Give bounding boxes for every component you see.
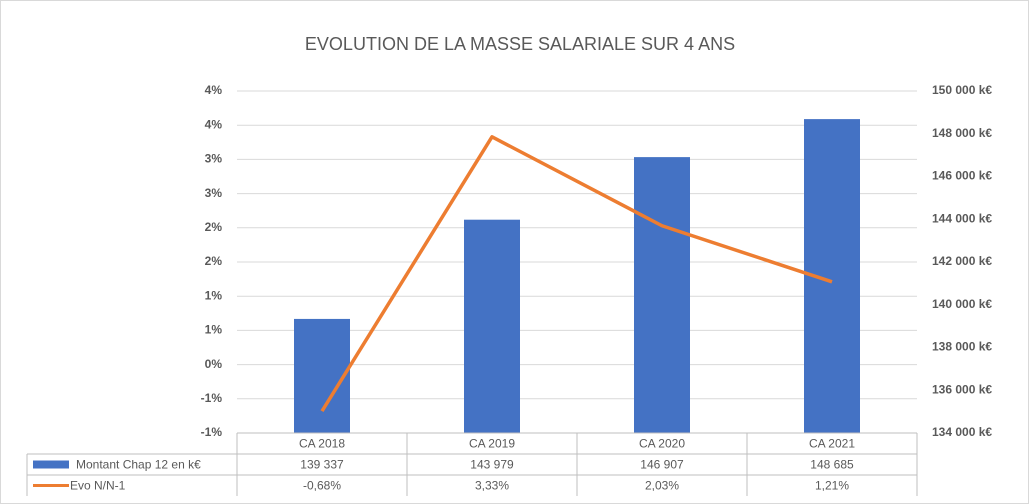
y2-tick-label: 144 000 k€ [932, 211, 992, 225]
y-tick-label: 1% [205, 323, 223, 337]
data-label: 143 979 [470, 458, 514, 472]
y-tick-label: 4% [205, 117, 223, 131]
y-tick-label: 2% [205, 220, 223, 234]
y-tick-label: 1% [205, 288, 223, 302]
y2-tick-label: 146 000 k€ [932, 169, 992, 183]
data-label: 146 907 [640, 458, 684, 472]
bar [294, 318, 350, 433]
data-label: -0,68% [303, 479, 341, 493]
data-label: 1,21% [815, 479, 849, 493]
x-tick-label: CA 2019 [469, 437, 515, 451]
y-tick-label: -1% [201, 425, 223, 439]
legend-label: Evo N/N-1 [70, 479, 126, 493]
y2-tick-label: 142 000 k€ [932, 254, 992, 268]
y2-tick-label: 138 000 k€ [932, 340, 992, 354]
y2-tick-label: 134 000 k€ [932, 425, 992, 439]
x-tick-label: CA 2021 [809, 437, 855, 451]
data-label: 148 685 [810, 458, 854, 472]
y2-tick-label: 136 000 k€ [932, 382, 992, 396]
x-tick-label: CA 2020 [639, 437, 685, 451]
legend-key [33, 460, 69, 469]
y-tick-label: 3% [205, 186, 223, 200]
y-tick-label: 0% [205, 357, 223, 371]
y-tick-label: 3% [205, 152, 223, 166]
chart-title: EVOLUTION DE LA MASSE SALARIALE SUR 4 AN… [305, 34, 735, 54]
data-label: 139 337 [300, 458, 344, 472]
y2-tick-label: 140 000 k€ [932, 297, 992, 311]
legend-label: Montant Chap 12 en k€ [76, 458, 201, 472]
line [320, 135, 833, 413]
y-tick-label: 2% [205, 254, 223, 268]
y-tick-label: 4% [205, 83, 223, 97]
bar [464, 219, 520, 433]
data-label: 3,33% [475, 479, 509, 493]
y2-tick-label: 148 000 k€ [932, 126, 992, 140]
data-label: 2,03% [645, 479, 679, 493]
x-tick-label: CA 2018 [299, 437, 345, 451]
y-tick-label: -1% [201, 391, 223, 405]
y2-tick-label: 150 000 k€ [932, 83, 992, 97]
bar [634, 157, 690, 434]
